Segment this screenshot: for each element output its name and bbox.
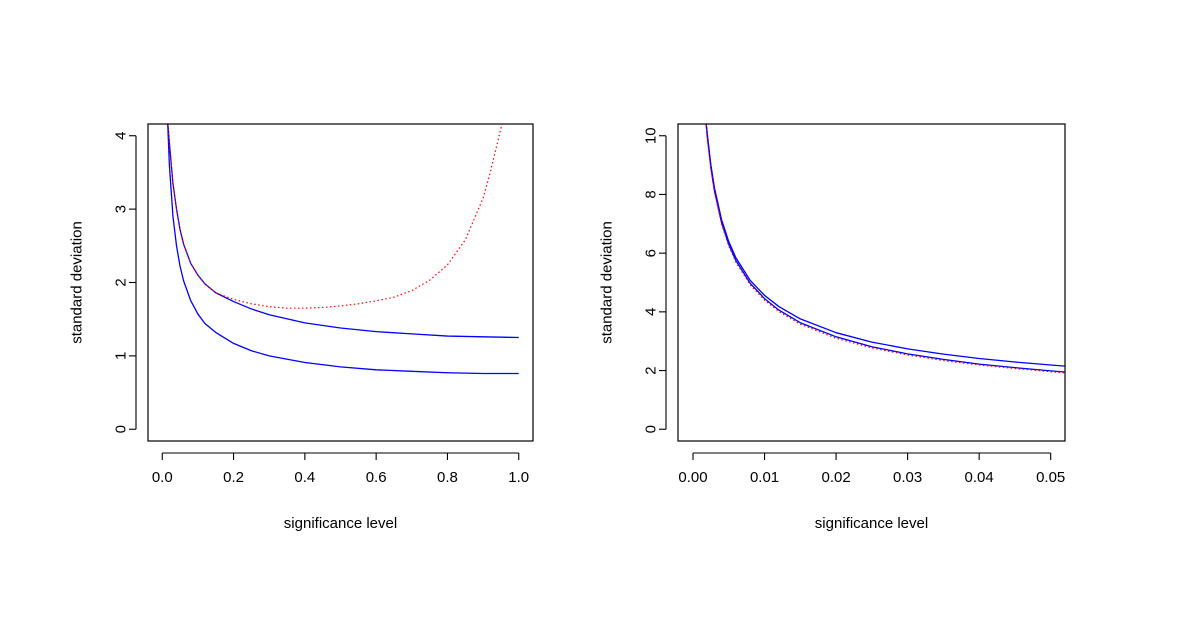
y-tick-label: 3 [113,205,130,213]
x-tick-label: 0.03 [893,469,922,486]
y-tick-label: 2 [643,366,660,374]
y-axis-label: standard deviation [599,221,616,344]
y-tick-label: 0 [643,425,660,433]
x-tick-label: 0.04 [965,469,994,486]
plot-frame [677,123,1066,442]
y-tick-label: 10 [643,127,660,144]
y-tick-label: 1 [113,352,130,360]
right-plot-panel: 0.00 0.01 0.02 0.03 0.04 0.05 0 2 4 6 8 10 significa… [599,123,1066,532]
y-tick-label: 4 [643,308,660,316]
y-axis-label: standard deviation [69,221,86,344]
y-tick-label: 2 [113,278,130,286]
x-tick-label: 1.0 [508,469,529,486]
x-tick-label: 0.6 [366,469,387,486]
y-tick-label: 4 [113,132,130,140]
series-line-2-solid [167,124,519,375]
plot-frame [147,123,534,442]
series-line-3-dotted [705,124,1065,374]
x-tick-label: 0.05 [1036,469,1065,486]
x-tick-label: 0.01 [750,469,779,486]
series-line-3-dotted [167,124,503,309]
x-tick-label: 0.4 [294,469,315,486]
x-axis-label: significance level [815,515,928,532]
x-tick-label: 0.0 [152,469,173,486]
x-tick-label: 0.8 [437,469,458,486]
x-tick-label: 0.02 [821,469,850,486]
x-tick-label: 0.2 [223,469,244,486]
y-tick-label: 0 [113,425,130,433]
y-tick-label: 8 [643,190,660,198]
series-line-2-solid [705,124,1065,367]
y-tick-label: 6 [643,249,660,257]
x-tick-label: 0.00 [678,469,707,486]
x-axis-label: significance level [284,515,397,532]
left-plot-panel: 0.0 0.2 0.4 0.6 0.8 1.0 0 1 2 3 4 significance leve… [69,123,534,532]
